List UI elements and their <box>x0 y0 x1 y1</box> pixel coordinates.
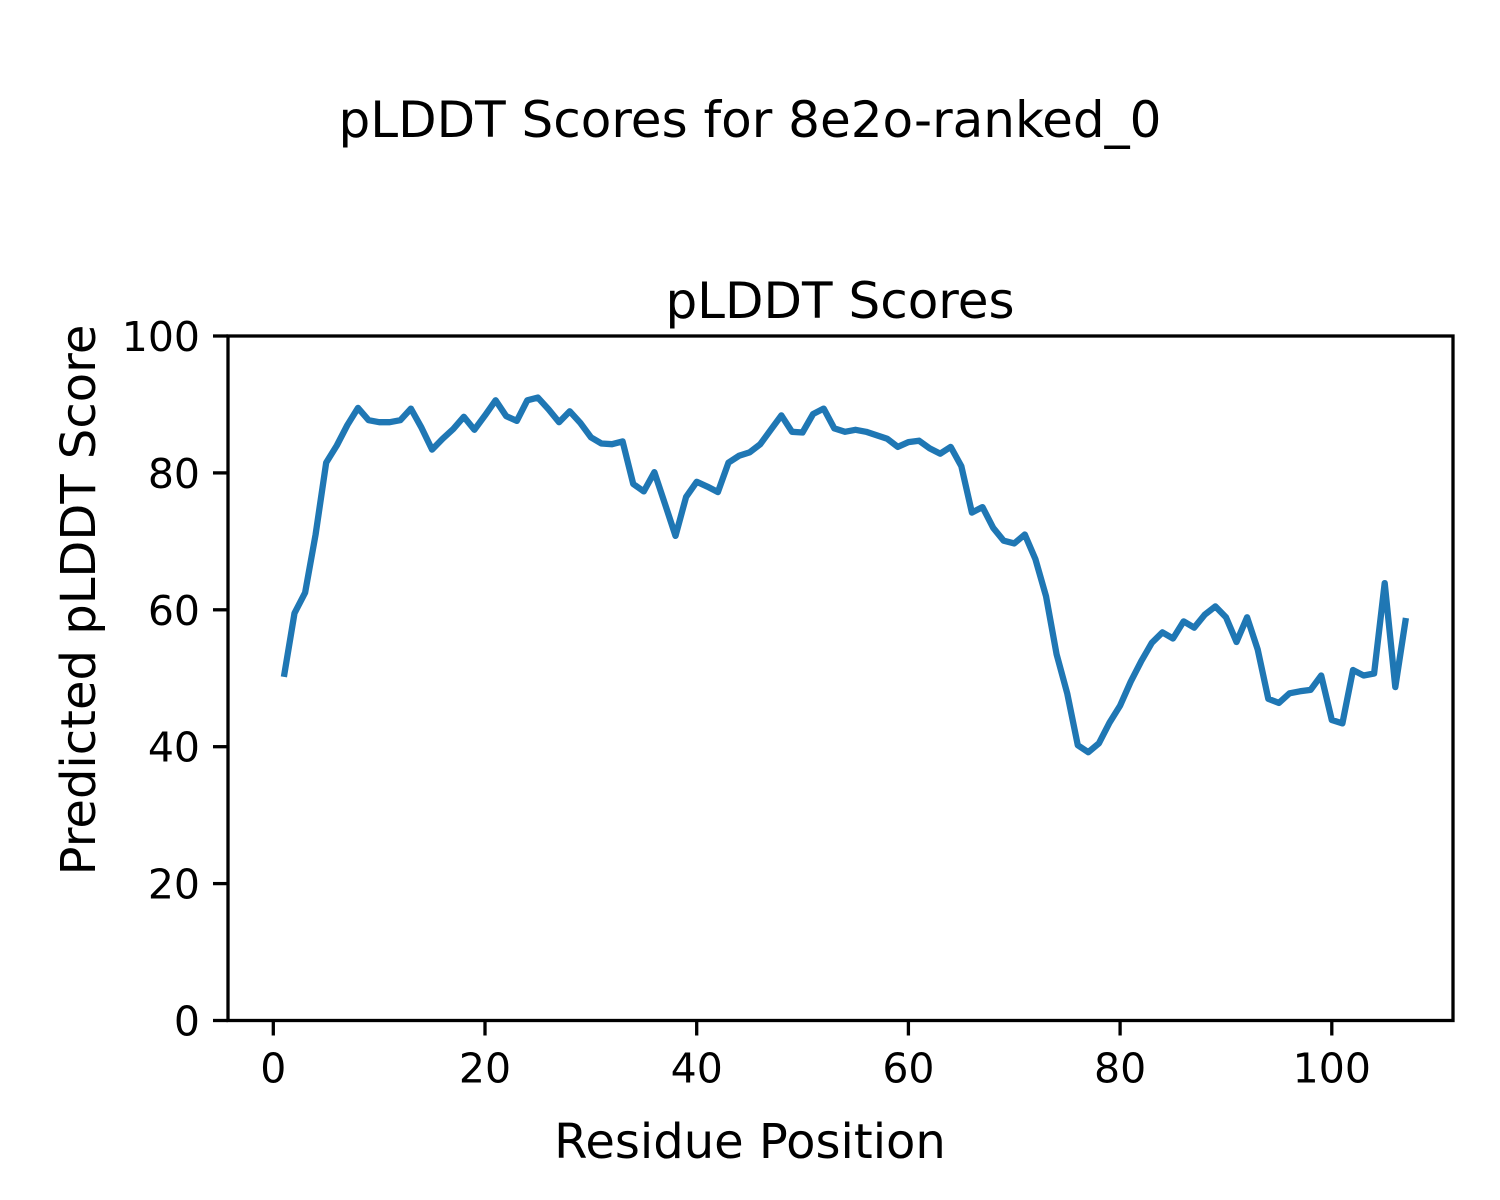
x-axis-label: Residue Position <box>554 1114 946 1170</box>
y-axis-label: Predicted pLDDT Score <box>51 325 107 876</box>
x-tick-label: 60 <box>882 1045 934 1093</box>
y-tick-label: 80 <box>148 450 200 498</box>
plddt-line <box>280 394 1410 756</box>
y-tick-label: 60 <box>148 587 200 635</box>
plot-frame <box>226 334 1455 1023</box>
x-tick-label: 100 <box>1293 1045 1371 1093</box>
axes-title: pLDDT Scores <box>665 272 1014 330</box>
x-tick-label: 0 <box>260 1045 286 1093</box>
y-tick-label: 40 <box>148 724 200 772</box>
y-tick-label: 20 <box>148 861 200 909</box>
y-axis-ticks: 0 20 40 60 80 100 <box>122 313 228 1046</box>
x-tick-label: 40 <box>671 1045 723 1093</box>
y-tick-label: 100 <box>122 313 200 361</box>
x-tick-label: 80 <box>1094 1045 1146 1093</box>
x-axis-ticks: 0 20 40 60 80 100 <box>260 1020 1371 1093</box>
y-tick-label: 0 <box>174 998 200 1046</box>
figure-suptitle: pLDDT Scores for 8e2o-ranked_0 <box>339 91 1162 149</box>
x-tick-label: 20 <box>459 1045 511 1093</box>
